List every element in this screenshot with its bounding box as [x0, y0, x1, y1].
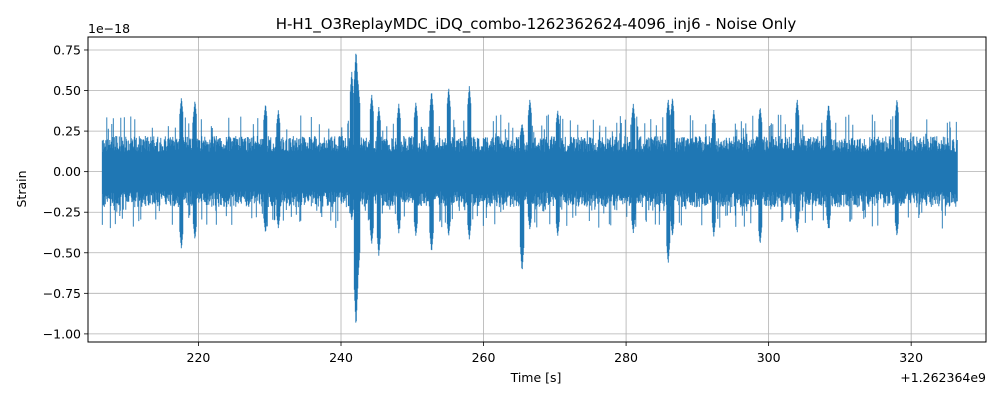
y-tick-label: 0.75 — [53, 42, 81, 57]
x-tick-label: 240 — [329, 350, 353, 365]
x-tick-label: 320 — [899, 350, 923, 365]
y-tick-label: 0.50 — [53, 83, 81, 98]
y-tick-label: −1.00 — [43, 326, 81, 341]
x-tick-label: 280 — [614, 350, 638, 365]
x-tick-label: 220 — [187, 350, 211, 365]
y-tick-label: 0.00 — [53, 164, 81, 179]
chart-title: H-H1_O3ReplayMDC_iDQ_combo-1262362624-40… — [276, 15, 797, 34]
y-axis-label: Strain — [14, 170, 29, 207]
x-tick-label: 260 — [472, 350, 496, 365]
x-axis: 220 240 260 280 300 320 — [187, 342, 923, 365]
strain-series-line — [101, 53, 958, 323]
y-tick-label: −0.50 — [43, 245, 81, 260]
x-offset-label: +1.262364e9 — [900, 370, 986, 385]
x-tick-label: 300 — [757, 350, 781, 365]
y-tick-label: −0.25 — [43, 205, 81, 220]
plot-frame — [87, 36, 987, 343]
y-axis: −1.00 −0.75 −0.50 −0.25 0.00 0.25 0.50 0.75 — [43, 42, 88, 341]
x-axis-label: Time [s] — [510, 370, 562, 385]
y-tick-label: −0.75 — [43, 286, 81, 301]
series-plot — [101, 53, 958, 323]
y-scale-label: 1e−18 — [88, 21, 130, 36]
y-tick-label: 0.25 — [53, 124, 81, 139]
